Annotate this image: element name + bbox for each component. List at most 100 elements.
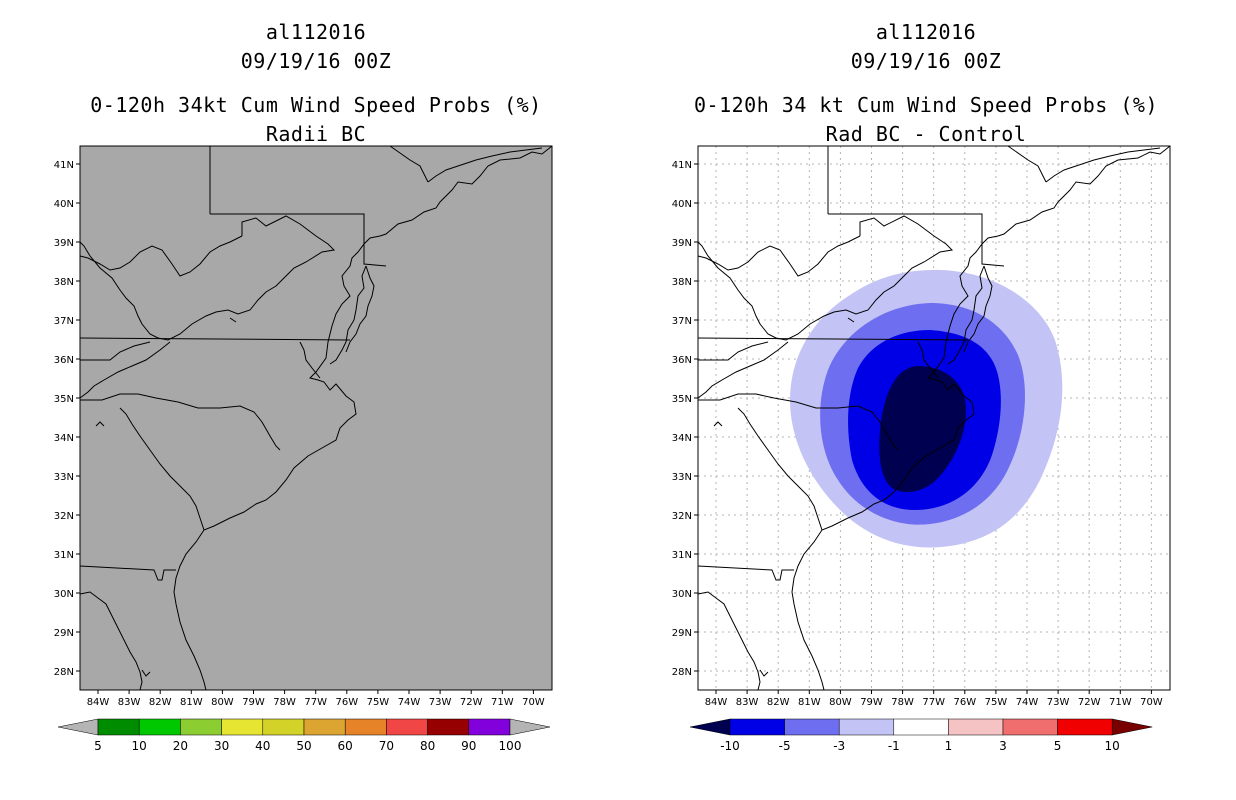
- contour-lt-minus-10: [879, 366, 967, 493]
- lon-label: 70W: [522, 697, 545, 708]
- lat-label: 31N: [672, 550, 692, 561]
- lon-label: 84W: [705, 697, 728, 708]
- colorbar-label: -3: [833, 739, 845, 753]
- left-title-storm-id: al112016: [265, 20, 367, 44]
- lon-label: 80W: [829, 697, 852, 708]
- lat-label: 37N: [672, 316, 692, 327]
- colorbar-swatch: [948, 718, 1004, 736]
- colorbar-swatch: [180, 718, 222, 736]
- lon-label: 81W: [798, 697, 821, 708]
- lat-label: 30N: [672, 589, 692, 600]
- lon-label: 70W: [1140, 697, 1163, 708]
- left-title-subtitle: Radii BC: [265, 122, 367, 146]
- colorbar-swatch: [221, 718, 264, 736]
- lon-label: 76W: [335, 697, 358, 708]
- lon-label: 73W: [429, 697, 452, 708]
- colorbar-swatch: [303, 718, 346, 736]
- right-title-date: 09/19/16 00Z: [850, 49, 1002, 73]
- colorbar-swatch: [784, 718, 840, 736]
- colorbar-label: -1: [888, 739, 900, 753]
- colorbar-swatch: [838, 718, 895, 736]
- colorbar-swatch: [1002, 718, 1058, 736]
- colorbar-label: 10: [132, 739, 147, 753]
- lon-label: 82W: [767, 697, 790, 708]
- lon-label: 72W: [460, 697, 483, 708]
- colorbar-swatch: [893, 718, 949, 736]
- lat-label: 29N: [54, 628, 74, 639]
- left-title-product: 0-120h 34kt Cum Wind Speed Probs (%): [90, 93, 542, 117]
- colorbar-swatch: [386, 718, 428, 736]
- lat-label: 32N: [54, 511, 74, 522]
- right-title-product: 0-120h 34 kt Cum Wind Speed Probs (%): [693, 93, 1159, 117]
- colorbar-label: 1: [945, 739, 953, 753]
- colorbar-label: -5: [779, 739, 791, 753]
- lon-label: 80W: [211, 697, 234, 708]
- colorbar-label: 90: [461, 739, 476, 753]
- colorbar-label: 3: [999, 739, 1007, 753]
- lon-label: 83W: [118, 697, 141, 708]
- right-map: 41N 40N 39N 38N 37N 36N 35N 34N 33N 32N 31N 30N 29N 2…: [672, 145, 1171, 708]
- colorbar-label: 80: [420, 739, 435, 753]
- lon-label: 77W: [304, 697, 327, 708]
- lat-label: 38N: [672, 277, 692, 288]
- left-title-block: al112016 09/19/16 00Z 0-120h 34kt Cum Wi…: [40, 18, 592, 149]
- lon-label: 77W: [922, 697, 945, 708]
- colorbar-swatch: [729, 718, 785, 736]
- lat-label: 36N: [54, 355, 74, 366]
- lat-label: 28N: [672, 667, 692, 678]
- left-map: 41N 40N 39N 38N 37N 36N 35N 34N 33N 32N 31N 30N 29N 2…: [54, 145, 553, 708]
- lat-label: 34N: [672, 433, 692, 444]
- colorbar-label: 10: [1105, 739, 1120, 753]
- right-colorbar: -10 -5 -3 -1 1 3 5 10: [689, 718, 1153, 753]
- lon-label: 78W: [273, 697, 296, 708]
- lat-label: 39N: [54, 238, 74, 249]
- colorbar-low-arrow: [689, 718, 731, 736]
- lon-label: 73W: [1047, 697, 1070, 708]
- lon-label: 84W: [87, 697, 110, 708]
- left-lon-axis: 84W 83W 82W 81W 80W 79W 78W 77W 76W 75W 74W 73W 72W 7…: [87, 690, 545, 708]
- colorbar-label: 50: [296, 739, 311, 753]
- lat-label: 28N: [54, 667, 74, 678]
- lat-label: 41N: [672, 160, 692, 171]
- lon-label: 79W: [242, 697, 265, 708]
- right-title-block: al112016 09/19/16 00Z 0-120h 34 kt Cum W…: [650, 18, 1202, 149]
- lat-label: 33N: [672, 472, 692, 483]
- lon-label: 75W: [985, 697, 1008, 708]
- colorbar-label: 40: [255, 739, 270, 753]
- colorbar-label: 60: [338, 739, 353, 753]
- lat-label: 29N: [672, 628, 692, 639]
- colorbar-label: 5: [1054, 739, 1062, 753]
- lat-label: 31N: [54, 550, 74, 561]
- colorbar-high-arrow: [1111, 718, 1153, 736]
- lat-label: 39N: [672, 238, 692, 249]
- lon-label: 75W: [367, 697, 390, 708]
- colorbar-label: 100: [499, 739, 522, 753]
- lon-label: 82W: [149, 697, 172, 708]
- colorbar-swatch: [138, 718, 181, 736]
- colorbar-swatch: [97, 718, 140, 736]
- colorbar-high-arrow: [509, 718, 551, 736]
- lon-label: 78W: [891, 697, 914, 708]
- lon-label: 74W: [398, 697, 421, 708]
- lon-label: 83W: [736, 697, 759, 708]
- colorbar-label: 20: [173, 739, 188, 753]
- right-lon-axis: 84W 83W 82W 81W 80W 79W 78W 77W 76W 75W 74W 73W 72W 7…: [705, 690, 1163, 708]
- colorbar-label: 30: [214, 739, 229, 753]
- lat-label: 37N: [54, 316, 74, 327]
- colorbar-swatch: [262, 718, 305, 736]
- lon-label: 74W: [1016, 697, 1039, 708]
- colorbar-swatch: [344, 718, 387, 736]
- left-colorbar: 5 10 20 30 40 50 60 70 80 90 100: [57, 718, 551, 753]
- lon-label: 71W: [1109, 697, 1132, 708]
- lat-label: 40N: [672, 199, 692, 210]
- lat-label: 30N: [54, 589, 74, 600]
- lon-label: 72W: [1078, 697, 1101, 708]
- colorbar-low-arrow: [57, 718, 99, 736]
- lat-label: 40N: [54, 199, 74, 210]
- colorbar-label: 5: [94, 739, 102, 753]
- right-title-subtitle: Rad BC - Control: [825, 122, 1027, 146]
- left-lat-axis: 41N 40N 39N 38N 37N 36N 35N 34N 33N 32N 31N 30N 29N 2…: [54, 160, 80, 678]
- colorbar-swatch: [468, 718, 511, 736]
- lat-label: 35N: [54, 394, 74, 405]
